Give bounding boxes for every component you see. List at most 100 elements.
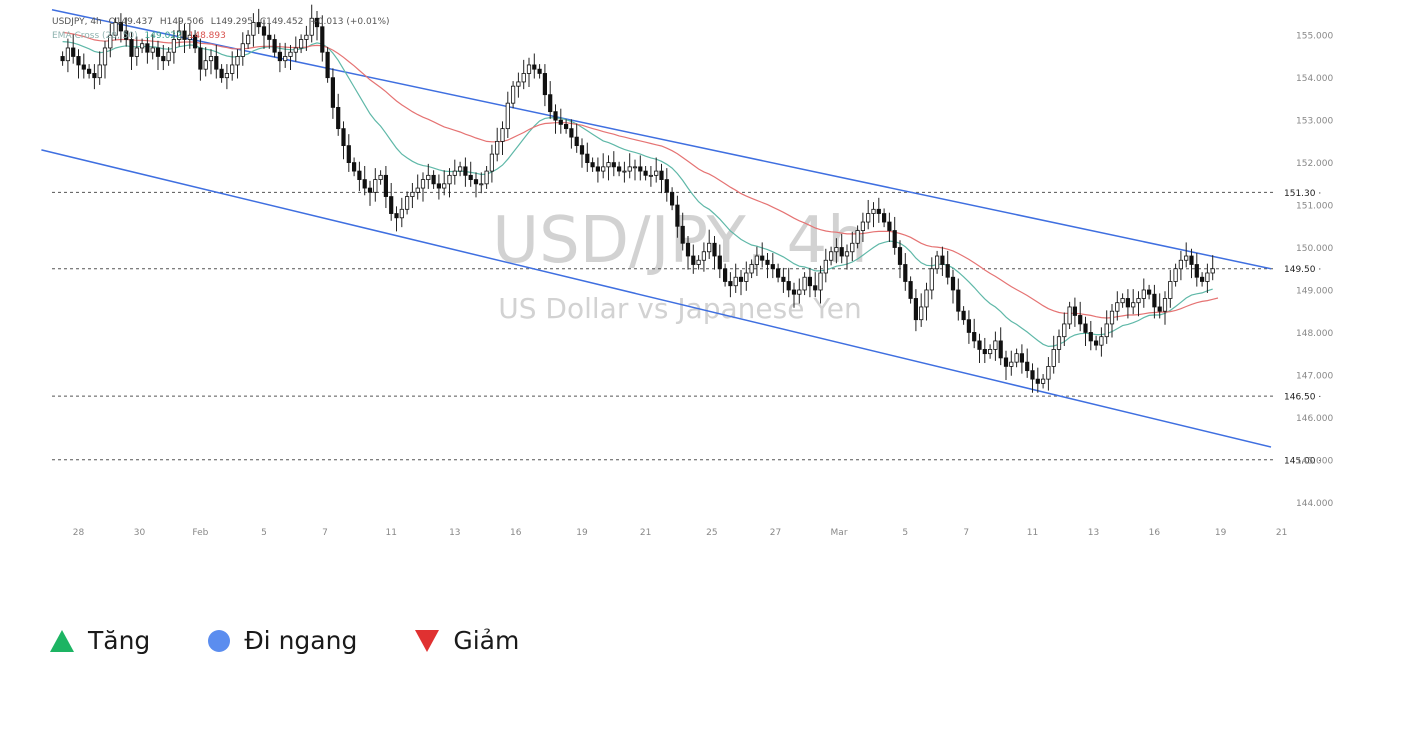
ema-lines — [62, 31, 1219, 348]
candle — [887, 212, 892, 242]
candle — [1194, 253, 1199, 287]
candle — [447, 168, 452, 198]
candle-body — [341, 128, 346, 147]
candle-body — [1141, 289, 1146, 299]
candle — [293, 36, 298, 62]
y-tick-label: 151.000 — [1296, 202, 1333, 212]
candle-body — [553, 111, 558, 121]
candle-body — [118, 22, 123, 32]
candle — [1178, 250, 1183, 281]
candle — [1062, 312, 1067, 347]
candle-body — [171, 39, 176, 53]
candle-body — [288, 51, 293, 57]
candle — [1083, 316, 1088, 347]
channel-line-lower — [41, 149, 1272, 448]
candle — [394, 206, 399, 232]
candle — [1162, 291, 1168, 325]
candle-body — [87, 68, 92, 74]
candle — [1141, 278, 1146, 308]
candle — [855, 225, 860, 249]
candle-body — [1205, 272, 1210, 282]
candle — [871, 202, 876, 228]
candle-body — [124, 30, 129, 40]
candle — [1120, 293, 1125, 308]
candle-body — [357, 170, 362, 180]
candle — [214, 44, 219, 79]
candle — [770, 253, 775, 279]
candle — [102, 40, 108, 79]
candle-body — [670, 191, 675, 206]
candle-body — [1078, 315, 1083, 325]
candle — [399, 197, 404, 228]
candle — [71, 34, 76, 64]
candle-body — [76, 56, 81, 66]
candle — [723, 263, 728, 287]
candle-body — [993, 340, 998, 350]
candle-body — [420, 179, 426, 189]
ema-fast-value: 149.022 — [144, 31, 182, 41]
candle-body — [65, 47, 70, 62]
candle — [161, 44, 166, 71]
candle-body — [892, 230, 897, 248]
candle — [1041, 374, 1046, 389]
candle — [362, 165, 367, 196]
candle-body — [495, 140, 500, 155]
candle-body — [1088, 332, 1093, 342]
candle-body — [791, 289, 797, 295]
candle-body — [871, 208, 876, 214]
legend-item-sideways: Đi ngang — [208, 626, 357, 655]
candle-body — [569, 128, 574, 138]
x-tick-label: 21 — [640, 528, 651, 538]
candle — [261, 19, 267, 49]
candle-body — [1189, 255, 1194, 265]
candle-body — [680, 225, 685, 244]
candle-body — [1014, 353, 1019, 363]
chart-canvas[interactable]: USD/JPY, 4h US Dollar vs Japanese Yen 15… — [0, 0, 1403, 560]
candle-body — [972, 332, 977, 342]
candle — [823, 248, 828, 283]
candle — [1035, 367, 1040, 393]
candle-body — [320, 26, 325, 53]
candle — [950, 270, 956, 304]
candle — [903, 253, 908, 291]
candle-body — [261, 26, 267, 36]
candle-body — [611, 162, 616, 168]
candle-body — [81, 64, 86, 70]
candle-body — [781, 276, 786, 282]
x-tick-label: 13 — [449, 528, 460, 538]
candle-body — [1120, 298, 1125, 304]
candle — [304, 25, 309, 51]
candle — [256, 8, 261, 34]
candle — [1014, 348, 1019, 368]
candle-body — [97, 64, 102, 79]
candle — [797, 278, 802, 304]
candle — [691, 244, 696, 274]
candle-body — [1083, 323, 1088, 333]
candle — [1067, 301, 1072, 330]
candle — [908, 276, 913, 304]
candle-body — [744, 272, 749, 282]
legend-sideways-label: Đi ngang — [244, 626, 358, 655]
candle-body — [839, 247, 844, 257]
candle-body — [654, 170, 659, 176]
candle-body — [1184, 255, 1189, 261]
legend-item-up: Tăng — [50, 626, 150, 655]
price-chart[interactable]: USD/JPY, 4h US Dollar vs Japanese Yen 15… — [0, 0, 1403, 560]
candle — [404, 191, 410, 215]
candle — [595, 157, 601, 183]
y-tick-label: 148.000 — [1296, 329, 1333, 339]
candle-body — [177, 30, 182, 40]
candle — [442, 170, 447, 196]
candle-body — [542, 73, 548, 96]
candle — [611, 151, 616, 177]
candle-body — [1051, 349, 1056, 367]
change-value: +0.013 (+0.01%) — [310, 17, 390, 27]
y-tick-label: 150.000 — [1296, 244, 1333, 254]
candle — [1003, 350, 1009, 380]
candle-body — [1041, 378, 1046, 384]
candle-body — [1168, 281, 1173, 299]
candle-body — [404, 196, 410, 210]
candle — [712, 236, 717, 270]
candle — [929, 257, 934, 300]
candle — [617, 161, 622, 177]
